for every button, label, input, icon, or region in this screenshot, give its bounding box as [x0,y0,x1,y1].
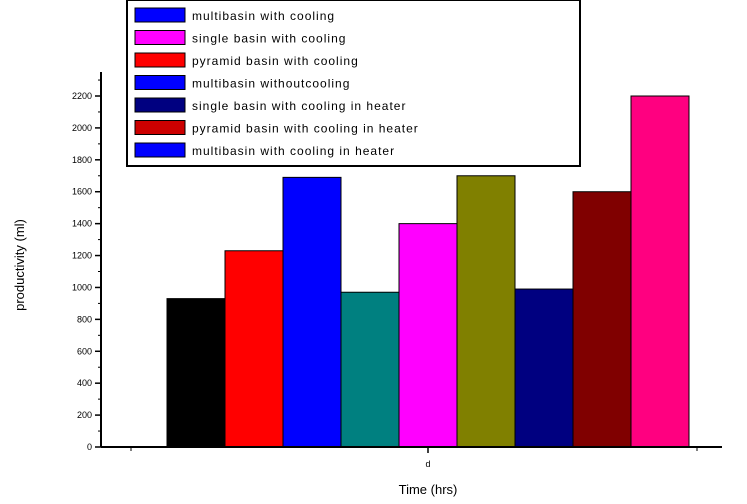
y-tick-label: 1400 [72,219,92,229]
legend: multibasin with cooling single basin with… [126,0,581,167]
legend-swatch [134,75,186,90]
y-tick-label: 200 [77,410,92,420]
legend-swatch [134,52,186,68]
legend-box [126,0,581,167]
axes-group [100,72,722,448]
legend-swatch [134,7,186,23]
y-tick-label: 2200 [72,91,92,101]
legend-label: multibasin with cooling in heater [192,144,395,158]
legend-label: multibasin with cooling [192,9,335,23]
legend-label: pyramid basin with cooling in heater [192,122,419,136]
y-ticks-group: 0 200 400 600 800 1000 1200 1400 1600 1800 2000 220… [72,79,101,452]
legend-label: single basin with cooling [192,32,346,46]
y-tick-label: 1000 [72,282,92,292]
x-tick-label: d [425,459,430,469]
bar-3 [282,176,342,448]
legend-swatch [134,97,186,113]
legend-label: single basin with cooling in heater [192,99,406,113]
bar-8 [572,191,632,448]
bar-2 [224,250,284,448]
legend-swatch [134,120,186,135]
x-ticks-group: d [130,447,698,469]
x-axis-title: Time (hrs) [399,482,458,497]
bar-6 [456,175,516,448]
y-axis-title: productivity (ml) [12,219,27,311]
y-tick-label: 1200 [72,251,92,261]
legend-swatch [134,142,186,158]
y-tick-label: 600 [77,346,92,356]
bars-group [166,95,690,448]
legend-label: multibasin withoutcooling [192,77,350,91]
bar-9 [630,95,690,448]
y-tick-label: 1800 [72,155,92,165]
legend-swatch [134,30,186,45]
y-tick-label: 2000 [72,123,92,133]
y-tick-label: 1600 [72,187,92,197]
y-tick-label: 400 [77,378,92,388]
bar-7 [514,288,574,448]
bar-4 [340,291,400,448]
bar-1 [166,298,226,448]
y-tick-label: 0 [87,442,92,452]
y-tick-label: 800 [77,314,92,324]
bar-5 [398,223,458,448]
legend-label: pyramid basin with cooling [192,54,359,68]
